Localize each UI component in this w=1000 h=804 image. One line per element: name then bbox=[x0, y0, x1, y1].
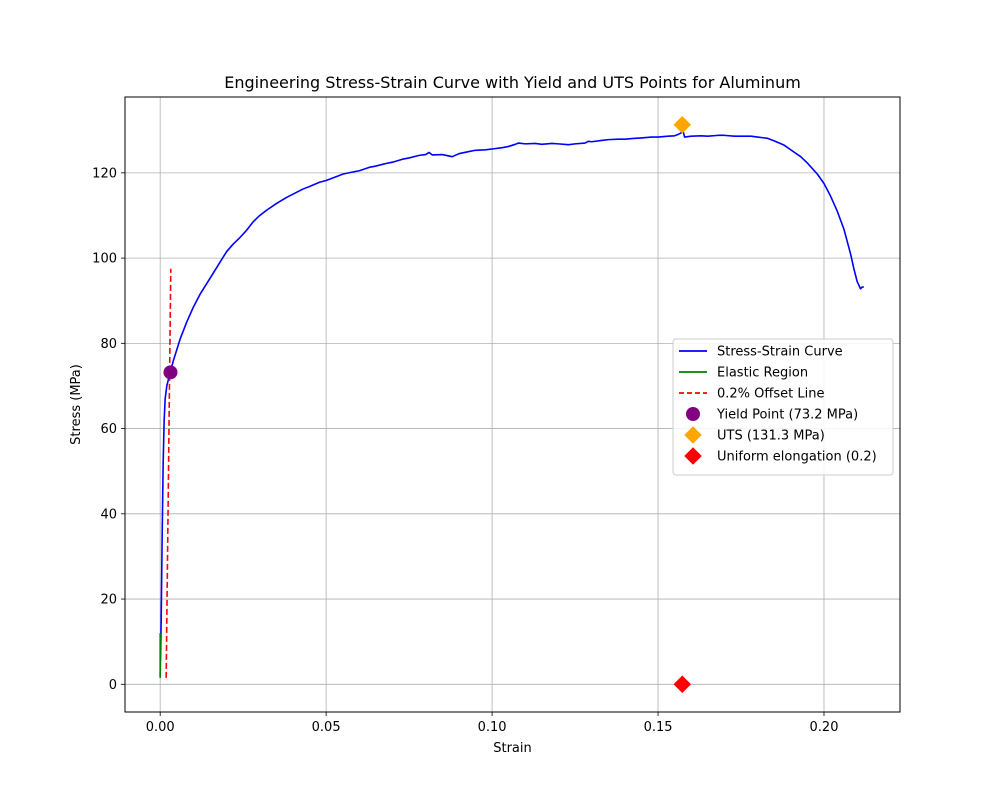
axis-ticks: 0.00 0.05 0.10 0.15 0.20 0 20 40 60 80 100 120 bbox=[92, 166, 838, 735]
legend-box bbox=[672, 338, 894, 476]
plot-series bbox=[159, 115, 864, 694]
x-tick-label: 0.15 bbox=[644, 720, 673, 735]
legend-label-yield-point-73-2-mpa: Yield Point (73.2 MPa) bbox=[716, 408, 858, 423]
x-tick-label: 0.05 bbox=[312, 720, 341, 735]
x-tick-label: 0.20 bbox=[810, 720, 839, 735]
marker-uniform-elongation-0-2 bbox=[673, 675, 692, 694]
y-tick-label: 0 bbox=[109, 678, 117, 693]
x-tick-label: 0.00 bbox=[146, 720, 175, 735]
legend: Stress-Strain Curve Elastic Region 0.2% Of… bbox=[672, 338, 894, 476]
y-tick-label: 40 bbox=[100, 507, 117, 522]
marker-yield-point-73-2-mpa bbox=[163, 365, 178, 380]
series-line-0-2-offset-line bbox=[165, 268, 172, 678]
legend-label-uts-131-3-mpa: UTS (131.3 MPa) bbox=[717, 429, 825, 444]
marker-uts-131-3-mpa bbox=[673, 115, 692, 134]
y-tick-label: 80 bbox=[100, 337, 117, 352]
series-line-stress-strain-curve bbox=[159, 127, 864, 676]
x-tick-label: 0.10 bbox=[478, 720, 507, 735]
x-axis-label: Strain bbox=[493, 741, 532, 756]
legend-swatch-uts-131-3-mpa bbox=[684, 426, 702, 444]
y-tick-label: 20 bbox=[100, 593, 117, 608]
chart-title: Engineering Stress-Strain Curve with Yie… bbox=[224, 73, 801, 92]
plot-frame bbox=[124, 96, 901, 713]
y-axis-label: Stress (MPa) bbox=[69, 364, 84, 445]
y-tick-label: 120 bbox=[92, 166, 117, 181]
legend-swatch-uniform-elongation-0-2 bbox=[684, 447, 702, 465]
legend-label-0-2-offset-line: 0.2% Offset Line bbox=[717, 387, 824, 402]
legend-label-uniform-elongation-0-2: Uniform elongation (0.2) bbox=[717, 450, 877, 465]
legend-label-stress-strain-curve: Stress-Strain Curve bbox=[717, 345, 843, 360]
y-tick-label: 100 bbox=[92, 252, 117, 267]
legend-swatch-yield-point-73-2-mpa bbox=[686, 407, 700, 421]
legend-label-elastic-region: Elastic Region bbox=[717, 366, 808, 381]
y-tick-label: 60 bbox=[100, 422, 117, 437]
